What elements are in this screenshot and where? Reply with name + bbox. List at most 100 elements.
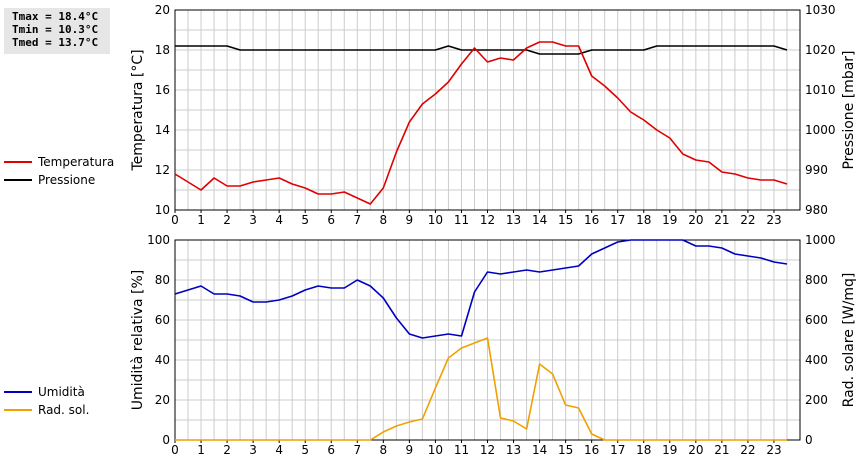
- legend-label-pressure: Pressione: [38, 173, 96, 187]
- x-tick-label: 20: [688, 443, 703, 457]
- x-tick-label: 2: [223, 213, 231, 227]
- legend-label-temperature: Temperatura: [38, 155, 115, 169]
- x-tick-label: 4: [275, 213, 283, 227]
- y2-axis-title: Rad. solare [W/mq]: [841, 273, 857, 408]
- y2-tick-label: 1000: [805, 233, 836, 247]
- y-tick-label: 12: [155, 163, 170, 177]
- y2-tick-label: 1030: [805, 3, 836, 17]
- x-tick-label: 8: [380, 213, 388, 227]
- x-tick-label: 22: [740, 213, 755, 227]
- x-tick-label: 17: [610, 213, 625, 227]
- series-line-pressione: [175, 45, 788, 55]
- y-axis-title: Umidità relativa [%]: [130, 270, 146, 411]
- y-tick-label: 80: [155, 273, 170, 287]
- x-tick-label: 23: [766, 213, 781, 227]
- legend-swatch-temperature: [4, 161, 32, 163]
- y-tick-label: 18: [155, 43, 170, 57]
- legend-item-radiation: Rad. sol.: [4, 401, 89, 419]
- x-tick-label: 13: [506, 443, 521, 457]
- x-tick-label: 21: [714, 213, 729, 227]
- y-tick-label: 10: [155, 203, 170, 217]
- legend-item-temperature: Temperatura: [4, 153, 114, 171]
- x-tick-label: 18: [636, 213, 651, 227]
- y-tick-label: 14: [155, 123, 170, 137]
- y-tick-label: 40: [155, 353, 170, 367]
- y2-tick-label: 1000: [805, 123, 836, 137]
- x-tick-label: 12: [480, 443, 495, 457]
- x-tick-label: 10: [428, 443, 443, 457]
- y2-tick-label: 600: [805, 313, 828, 327]
- legend-swatch-pressure: [4, 179, 32, 181]
- legend-label-radiation: Rad. sol.: [38, 403, 90, 417]
- legend-item-humidity: Umidità: [4, 383, 89, 401]
- x-tick-label: 9: [406, 213, 414, 227]
- legend-swatch-humidity: [4, 391, 32, 393]
- x-tick-label: 9: [406, 443, 414, 457]
- y-tick-label: 0: [162, 433, 170, 447]
- x-tick-label: 2: [223, 443, 231, 457]
- y-tick-label: 20: [155, 393, 170, 407]
- y-tick-label: 100: [147, 233, 170, 247]
- y2-tick-label: 980: [805, 203, 828, 217]
- x-tick-label: 1: [197, 443, 205, 457]
- stats-box: Tmax = 18.4°C Tmin = 10.3°C Tmed = 13.7°…: [4, 8, 110, 54]
- series-line-umidit: [174, 239, 788, 339]
- y2-tick-label: 1010: [805, 83, 836, 97]
- y2-axis-title: Pressione [mbar]: [841, 50, 857, 169]
- x-tick-label: 3: [249, 443, 257, 457]
- series-line-rad-sol: [175, 337, 787, 441]
- x-tick-label: 0: [171, 213, 179, 227]
- x-tick-label: 6: [327, 443, 335, 457]
- legend-top: Temperatura Pressione: [4, 153, 114, 189]
- x-tick-label: 7: [353, 443, 361, 457]
- x-tick-label: 19: [662, 213, 677, 227]
- x-tick-label: 11: [454, 443, 469, 457]
- legend-item-pressure: Pressione: [4, 171, 114, 189]
- x-tick-label: 14: [532, 443, 547, 457]
- x-tick-label: 13: [506, 213, 521, 227]
- legend-label-humidity: Umidità: [38, 385, 85, 399]
- x-tick-label: 12: [480, 213, 495, 227]
- tmed-text: Tmed = 13.7°C: [12, 36, 99, 49]
- legend-bottom: Umidità Rad. sol.: [4, 383, 89, 419]
- x-tick-label: 16: [584, 213, 599, 227]
- x-tick-label: 22: [740, 443, 755, 457]
- x-tick-label: 10: [428, 213, 443, 227]
- series-line-temperatura: [174, 41, 788, 205]
- x-tick-label: 0: [171, 443, 179, 457]
- x-tick-label: 19: [662, 443, 677, 457]
- y2-tick-label: 200: [805, 393, 828, 407]
- x-tick-label: 5: [301, 213, 309, 227]
- x-tick-label: 21: [714, 443, 729, 457]
- x-tick-label: 20: [688, 213, 703, 227]
- x-tick-label: 15: [558, 213, 573, 227]
- y-axis-title: Temperatura [°C]: [130, 49, 146, 171]
- tmax-text: Tmax = 18.4°C: [12, 10, 99, 23]
- x-tick-label: 3: [249, 213, 257, 227]
- y2-tick-label: 1020: [805, 43, 836, 57]
- tmin-text: Tmin = 10.3°C: [12, 23, 99, 36]
- x-tick-label: 6: [327, 213, 335, 227]
- x-tick-label: 23: [766, 443, 781, 457]
- x-tick-label: 16: [584, 443, 599, 457]
- x-tick-label: 4: [275, 443, 283, 457]
- legend-swatch-radiation: [4, 409, 32, 411]
- chart-panel-1: 0 1 2 3 4 5 6 7 8 9 10 11 12 13 14 15 16 17 18 19 20 21 22 2302…: [130, 233, 857, 457]
- x-tick-label: 17: [610, 443, 625, 457]
- x-tick-label: 1: [197, 213, 205, 227]
- y2-tick-label: 0: [805, 433, 813, 447]
- x-tick-label: 8: [380, 443, 388, 457]
- x-tick-label: 14: [532, 213, 547, 227]
- x-tick-label: 7: [353, 213, 361, 227]
- y2-tick-label: 990: [805, 163, 828, 177]
- y2-tick-label: 800: [805, 273, 828, 287]
- y-tick-label: 16: [155, 83, 170, 97]
- x-tick-label: 5: [301, 443, 309, 457]
- x-tick-label: 15: [558, 443, 573, 457]
- x-tick-label: 18: [636, 443, 651, 457]
- y-tick-label: 20: [155, 3, 170, 17]
- chart-panel-0: 0 1 2 3 4 5 6 7 8 9 10 11 12 13 14 15 16 17 18 19 20 21 22 2310…: [130, 3, 857, 227]
- y2-tick-label: 400: [805, 353, 828, 367]
- x-tick-label: 11: [454, 213, 469, 227]
